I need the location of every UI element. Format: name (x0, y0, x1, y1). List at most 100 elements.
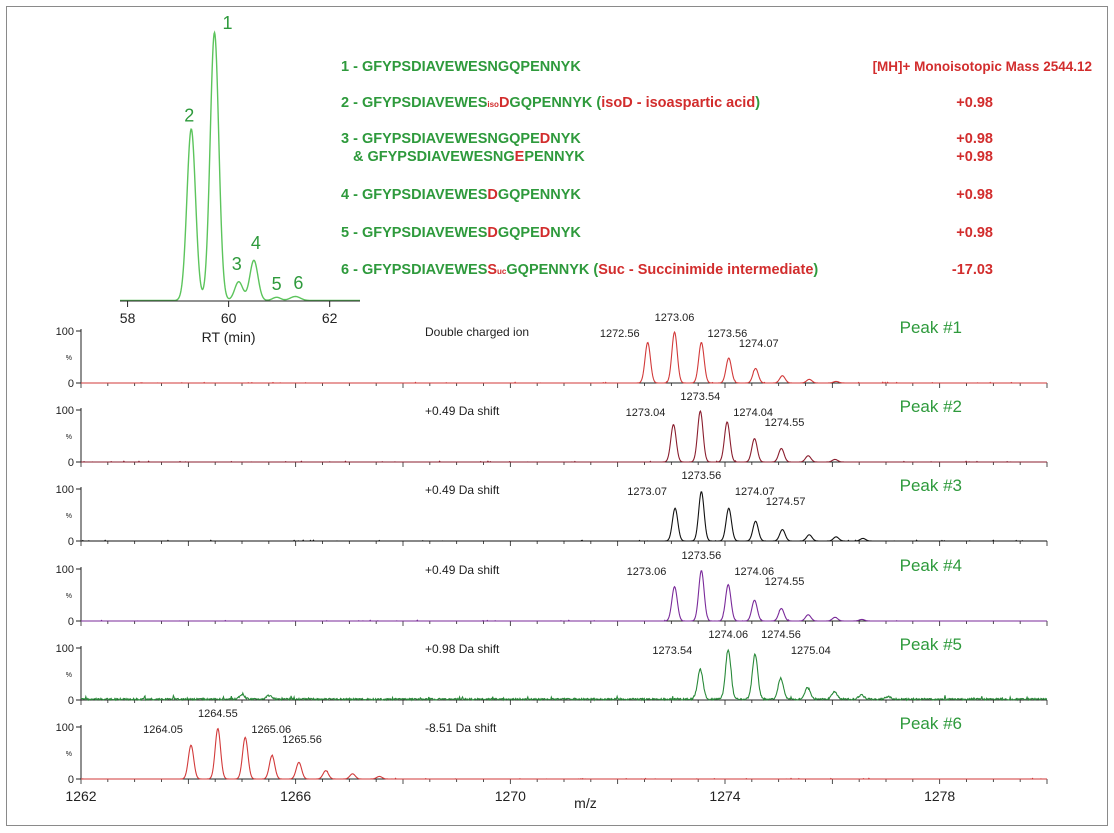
spectrum-x-tick-label: 1262 (65, 788, 96, 804)
spectrum-note: Double charged ion (425, 325, 529, 339)
spectrum-trace (81, 727, 1047, 780)
spectrum-y-tick-100: 100 (56, 564, 74, 576)
peptide-text: D (540, 131, 550, 147)
peak-mz-label: 1264.05 (143, 724, 183, 736)
spectrum-note: +0.49 Da shift (425, 404, 500, 418)
peptide-legend: [MH]+ Monoisotopic Mass 2544.12 1 - GFYP… (341, 59, 1092, 278)
peak-mz-label: 1274.07 (735, 486, 775, 498)
spectrum-x-tick-label: 1266 (280, 788, 311, 804)
spectrum-x-axis-label: m/z (574, 795, 597, 811)
peak-mz-label: 1265.06 (251, 724, 291, 736)
peak-mz-label: 1273.56 (682, 550, 722, 562)
spectrum-x-tick-label: 1270 (495, 788, 526, 804)
spectrum-trace (81, 410, 1047, 463)
peptide-text: D (487, 187, 497, 203)
peptide-text: GQPENNYK (498, 187, 582, 203)
peptide-text: NYK (550, 225, 581, 241)
peptide-text: 5 - GFYPSDIAVEWES (341, 225, 488, 241)
spectrum-x-tick-label: 1274 (709, 788, 740, 804)
peak-mz-label: 1273.06 (627, 566, 667, 578)
peptide-text: 2 - GFYPSDIAVEWES (341, 95, 488, 111)
peptide-row-5: 4 - GFYPSDIAVEWESDGQPENNYK (341, 187, 581, 203)
monoisotopic-mass-label: [MH]+ Monoisotopic Mass 2544.12 (873, 59, 1092, 74)
peak-mz-label: 1274.04 (733, 407, 773, 419)
peptide-text: ) (813, 262, 818, 278)
peptide-text: D (499, 95, 509, 111)
peak-mz-label: 1274.57 (766, 496, 806, 508)
spectrum-y-tick-0: 0 (68, 774, 74, 786)
peptide-text: D (487, 225, 497, 241)
spectrum-y-tick-0: 0 (68, 457, 74, 469)
peptide-text: & GFYPSDIAVEWESNG (353, 149, 515, 165)
peptide-text: GQPENNYK ( (509, 95, 601, 111)
peak-mz-label: 1264.55 (198, 708, 238, 720)
peptide-text: D (540, 225, 550, 241)
peptide-text: isoD - isoaspartic acid (601, 95, 755, 111)
peak-mz-label: 1273.54 (652, 645, 692, 657)
mass-shift-value: +0.98 (956, 131, 993, 147)
chromatogram-x-tick-label: 62 (322, 310, 338, 326)
spectrum-trace (81, 570, 1047, 622)
spectrum-title: Peak #3 (900, 476, 962, 495)
spectrum-title: Peak #6 (900, 714, 962, 733)
peptide-text: 1 - GFYPSDIAVEWESNGQPENNYK (341, 59, 581, 75)
peak-mz-label: 1274.55 (765, 576, 805, 588)
spectrum-trace (81, 330, 1047, 384)
spectrum-note: +0.98 Da shift (425, 642, 500, 656)
peptide-row-7: 6 - GFYPSDIAVEWESSucGQPENNYK (Suc - Succ… (341, 262, 818, 278)
residue-subscript: iso (487, 100, 499, 109)
chromatogram-peak-label: 5 (272, 274, 282, 294)
peptide-row-4: & GFYPSDIAVEWESNGEPENNYK (353, 149, 585, 165)
mass-shift-value: +0.98 (956, 187, 993, 203)
spectrum-title: Peak #5 (900, 635, 962, 654)
spectrum-note: -8.51 Da shift (425, 721, 497, 735)
spectrum-y-tick-100: 100 (56, 722, 74, 734)
chromatogram-peak-label: 6 (293, 273, 303, 293)
spectrum-y-tick-0: 0 (68, 616, 74, 628)
peak-mz-label: 1274.56 (761, 629, 801, 641)
peak-mz-label: 1274.07 (739, 338, 779, 350)
peptide-text: 3 - GFYPSDIAVEWESNGQPE (341, 131, 540, 147)
peak-mz-label: 1272.56 (600, 328, 640, 340)
spectrum-y-tick-100: 100 (56, 484, 74, 496)
mass-shift-value: -17.03 (952, 262, 993, 278)
mass-shift-value: +0.98 (956, 95, 993, 111)
spectrum-y-tick-0: 0 (68, 536, 74, 548)
peptide-text: Suc - Succinimide intermediate (598, 262, 813, 278)
peptide-text: S (487, 262, 497, 278)
spectrum-y-tick-0: 0 (68, 695, 74, 707)
mass-shift-value: +0.98 (956, 225, 993, 241)
peptide-row-3: 3 - GFYPSDIAVEWESNGQPEDNYK (341, 131, 581, 147)
chromatogram-peak-label: 3 (232, 254, 242, 274)
spectrum-y-tick-percent: % (66, 513, 72, 520)
peptide-text: 6 - GFYPSDIAVEWES (341, 262, 488, 278)
peak-mz-label: 1273.07 (627, 486, 667, 498)
spectrum-y-tick-percent: % (66, 672, 72, 679)
spectrum-trace (81, 491, 1047, 542)
figure-frame: 58 60 62 RT (min) 1 2 3 4 5 6 [MH]+ Monoisotopic … (6, 6, 1108, 826)
peak-mz-label: 1274.06 (708, 629, 748, 641)
spectrum-panel-5: 100% 0 1273.54 1274.06 1274.56 1275.04 +0.98 D… (56, 629, 1048, 707)
spectrum-title: Peak #1 (900, 318, 962, 337)
peak-mz-label: 1273.56 (682, 470, 722, 482)
chromatogram-x-tick-label: 58 (120, 310, 136, 326)
spectrum-note: +0.49 Da shift (425, 563, 500, 577)
chromatogram-x-tick-label: 60 (221, 310, 237, 326)
peptide-text: GQPE (498, 225, 540, 241)
peptide-text: E (515, 149, 525, 165)
spectrum-y-tick-percent: % (66, 355, 72, 362)
peak-mz-label: 1274.06 (734, 566, 774, 578)
peak-mz-label: 1273.04 (626, 407, 666, 419)
peak-mz-label: 1265.56 (282, 734, 322, 746)
spectrum-title: Peak #4 (900, 556, 962, 575)
peptide-row-1: 1 - GFYPSDIAVEWESNGQPENNYK (341, 59, 581, 75)
mass-spectra: 100%01272.561273.061273.561274.07Double … (56, 312, 1048, 811)
spectrum-y-tick-percent: % (66, 751, 72, 758)
spectrum-trace (80, 648, 1048, 702)
peak-mz-label: 1273.56 (708, 328, 748, 340)
spectrum-x-tick-label: 1278 (924, 788, 955, 804)
